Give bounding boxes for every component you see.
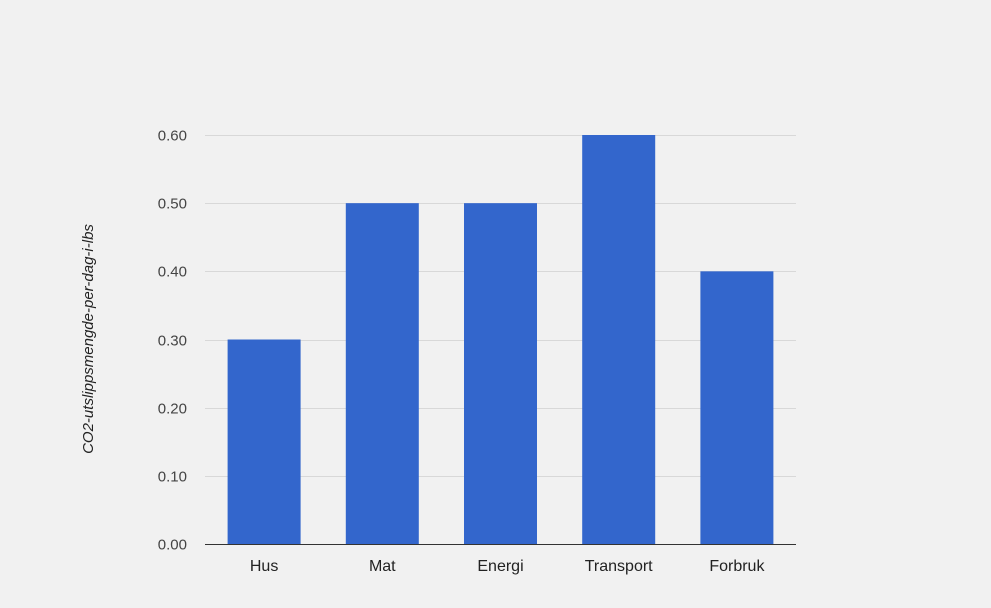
y-tick-label: 0.10: [158, 469, 187, 486]
labels: 0.00 0.10 0.20 0.30 0.40 0.50 0.60 Hus Mat Energi…: [158, 128, 766, 576]
bar-forbruk[interactable]: [700, 271, 774, 544]
y-tick-label: 0.60: [158, 128, 187, 145]
y-tick-label: 0.40: [158, 264, 187, 281]
x-tick-label: Hus: [250, 558, 278, 575]
y-axis-title: CO2-utslippsmengde-per-dag-i-lbs: [80, 224, 97, 454]
bar-mat[interactable]: [345, 203, 419, 544]
x-tick-label: Transport: [585, 558, 653, 575]
x-tick-label: Mat: [369, 558, 396, 575]
x-tick-label: Energi: [477, 558, 523, 575]
x-tick-label: Forbruk: [709, 558, 765, 575]
bar-hus[interactable]: [227, 339, 301, 545]
y-tick-label: 0.30: [158, 333, 187, 350]
y-tick-label: 0.00: [158, 537, 187, 554]
y-tick-label: 0.50: [158, 196, 187, 213]
bars: [227, 135, 774, 545]
y-tick-label: 0.20: [158, 401, 187, 418]
bar-energi[interactable]: [464, 203, 537, 544]
bar-transport[interactable]: [582, 135, 656, 544]
